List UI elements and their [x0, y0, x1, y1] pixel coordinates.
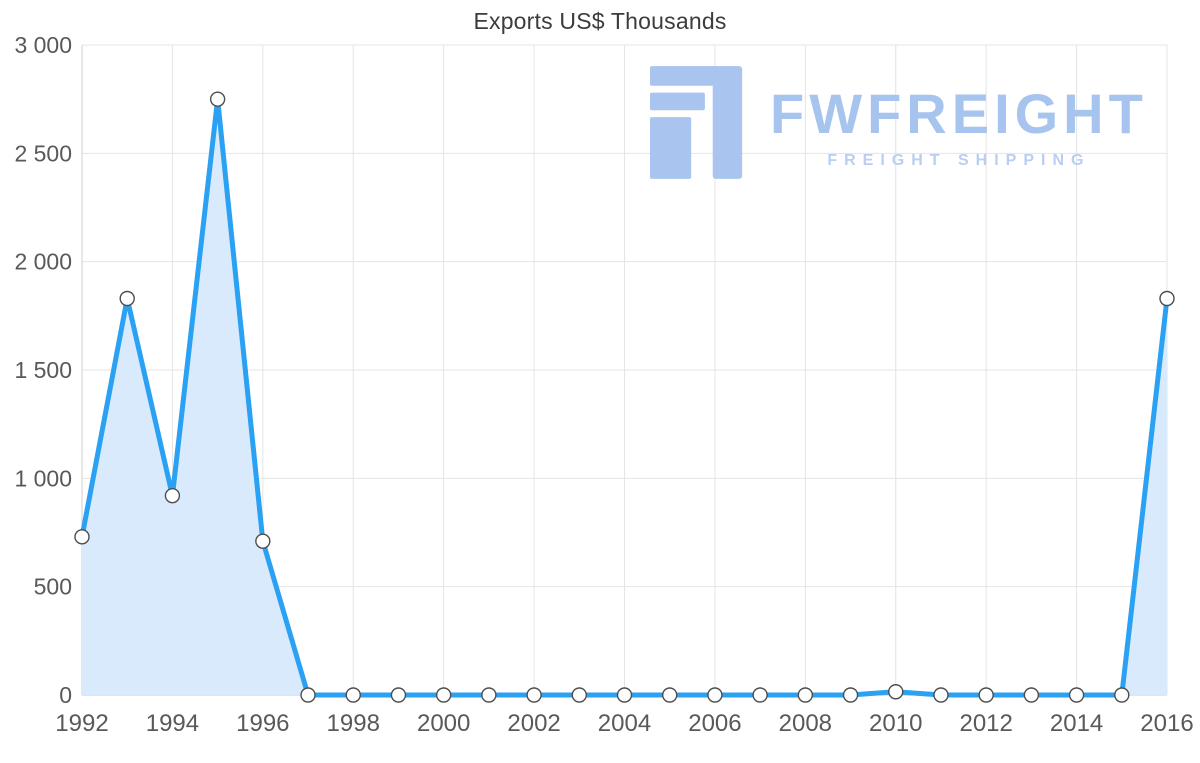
data-point-marker	[842, 687, 859, 703]
x-tick-label: 2016	[1140, 710, 1193, 737]
x-tick-label: 1998	[327, 710, 380, 737]
x-tick-label: 1996	[236, 710, 289, 737]
x-tick-label: 2010	[869, 710, 922, 737]
data-point-marker	[300, 687, 316, 703]
data-point-marker	[255, 533, 271, 549]
data-point-marker	[119, 290, 135, 307]
y-tick-label: 0	[59, 682, 72, 708]
data-point-marker	[616, 687, 633, 703]
y-tick-label: 3 000	[14, 32, 72, 58]
chart-title: Exports US$ Thousands	[473, 8, 727, 34]
data-point-marker	[1023, 687, 1040, 703]
x-tick-label: 2014	[1050, 710, 1103, 737]
data-point-marker	[888, 684, 904, 700]
x-tick-label: 1992	[55, 710, 108, 737]
y-tick-label: 500	[34, 574, 72, 600]
y-tick-label: 1 000	[14, 465, 72, 491]
x-tick-label: 2004	[598, 710, 651, 737]
data-point-marker	[526, 687, 542, 703]
data-point-marker	[662, 687, 678, 703]
y-tick-label: 2 000	[14, 249, 72, 275]
data-point-marker	[1068, 687, 1085, 703]
data-point-marker	[978, 687, 994, 703]
data-point-marker	[797, 687, 814, 703]
data-point-marker	[1159, 290, 1175, 307]
data-point-marker	[345, 687, 361, 703]
y-tick-label: 1 500	[14, 357, 72, 383]
data-point-marker	[209, 91, 226, 107]
data-point-marker	[74, 529, 90, 545]
data-point-marker	[164, 487, 181, 504]
x-tick-label: 2000	[417, 710, 470, 737]
area-fill	[82, 99, 1167, 695]
data-point-marker	[752, 687, 768, 703]
data-point-marker	[390, 687, 407, 703]
x-tick-label: 2006	[688, 710, 741, 737]
data-point-marker	[707, 687, 723, 703]
x-tick-label: 1994	[146, 710, 199, 737]
data-point-marker	[933, 687, 949, 703]
data-point-marker	[435, 687, 452, 703]
x-tick-label: 2002	[507, 710, 560, 737]
data-point-marker	[481, 687, 497, 703]
data-point-marker	[571, 687, 587, 703]
x-tick-label: 2012	[959, 710, 1012, 737]
data-point-marker	[1114, 687, 1130, 703]
x-tick-label: 2008	[779, 710, 832, 737]
y-tick-label: 2 500	[14, 140, 72, 166]
